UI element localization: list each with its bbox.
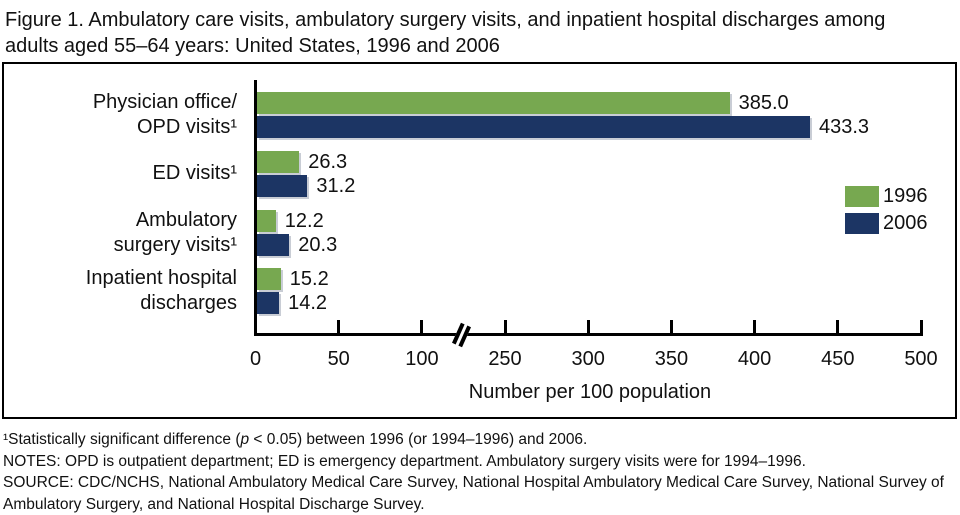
- category-label: ED visits¹: [152, 162, 237, 185]
- legend-swatch-1996: [845, 186, 879, 207]
- category-label: Inpatient hospital discharges: [85, 266, 237, 314]
- value-label-1996-2: 12.2: [284, 210, 324, 232]
- bar-1996-3: [257, 268, 281, 290]
- x-axis-tick: [669, 320, 673, 333]
- value-label-1996-1: 26.3: [308, 151, 348, 173]
- x-axis-tick: [836, 320, 840, 333]
- value-label-2006-1: 31.2: [316, 174, 356, 197]
- footnote-source: SOURCE: CDC/NCHS, National Ambulatory Me…: [3, 474, 944, 513]
- x-tick-label: 0: [249, 348, 262, 370]
- x-tick-label: 500: [904, 348, 938, 370]
- x-axis-title: Number per 100 population: [468, 381, 712, 403]
- footnotes: ¹Statistically significant difference (p…: [3, 429, 957, 515]
- figure-title: Figure 1. Ambulatory care visits, ambula…: [5, 9, 886, 57]
- legend-label-2006: 2006: [883, 212, 928, 234]
- value-label-2006-2: 20.3: [298, 233, 338, 256]
- legend-swatch-2006: [845, 213, 879, 234]
- value-label-2006-0: 433.3: [819, 115, 870, 138]
- bar-1996-1: [257, 151, 300, 173]
- footnote-p-italic: p: [240, 431, 250, 448]
- bar-1996-2: [257, 210, 276, 232]
- x-axis-line: [254, 333, 923, 336]
- x-tick-label: 450: [821, 348, 855, 370]
- x-axis-tick: [919, 320, 923, 333]
- x-axis-tick: [254, 320, 257, 333]
- footnote-notes: NOTES: OPD is outpatient department; ED …: [3, 452, 806, 470]
- chart-frame: 0 50 100 250 300 350 400 450 500 Number per 100 p…: [2, 62, 957, 419]
- bar-2006-3: [257, 291, 280, 314]
- x-axis-tick: [753, 320, 757, 333]
- x-tick-label: 50: [327, 348, 350, 370]
- bar-2006-0: [257, 115, 810, 138]
- category-label: Physician office/OPD visits¹: [92, 90, 237, 138]
- legend-label-1996: 1996: [883, 185, 928, 207]
- bar-1996-0: [257, 92, 730, 114]
- x-axis-tick: [503, 320, 507, 333]
- x-tick-label: 300: [571, 348, 605, 370]
- x-tick-label: 100: [405, 348, 439, 370]
- value-label-2006-3: 14.2: [288, 291, 328, 314]
- x-tick-label: 400: [737, 348, 772, 370]
- x-tick-label: 350: [654, 348, 689, 370]
- value-label-1996-3: 15.2: [289, 268, 329, 290]
- value-label-1996-0: 385.0: [738, 92, 789, 114]
- footnote-significance: ¹Statistically significant difference (p…: [3, 431, 588, 448]
- y-axis-line: [254, 80, 257, 336]
- bar-2006-1: [257, 174, 308, 197]
- x-axis-tick: [337, 320, 341, 333]
- x-tick-label: 250: [488, 348, 522, 370]
- x-axis-tick: [586, 320, 590, 333]
- category-label: Ambulatory surgery visits¹: [113, 208, 237, 256]
- bar-2006-2: [257, 233, 290, 256]
- x-axis-tick: [420, 320, 424, 333]
